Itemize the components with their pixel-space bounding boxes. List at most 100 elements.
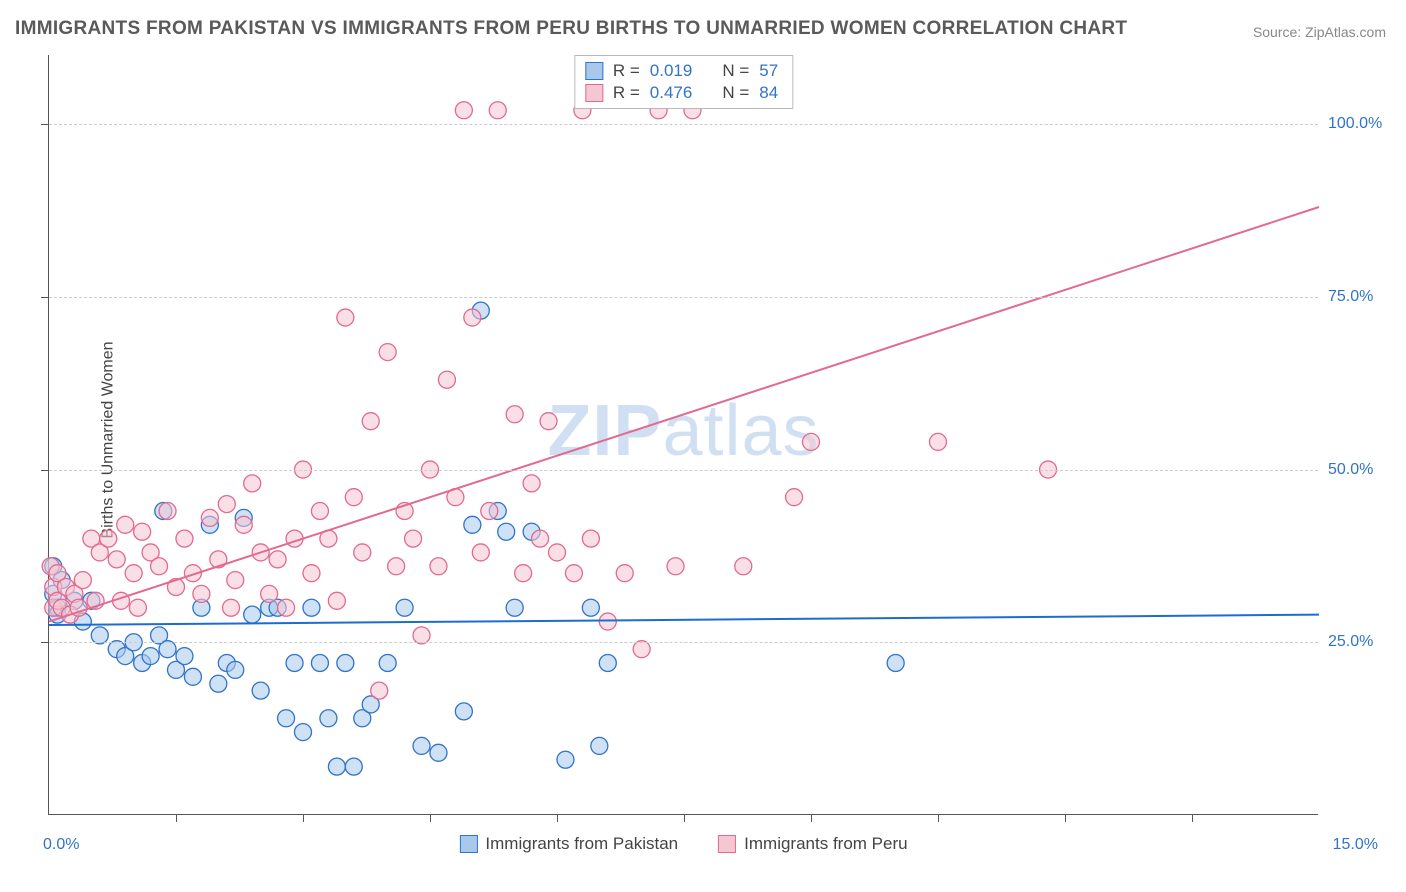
legend-swatch-blue bbox=[459, 835, 477, 853]
scatter-point-pakistan bbox=[599, 655, 616, 672]
legend-item-pakistan: Immigrants from Pakistan bbox=[459, 834, 678, 854]
scatter-point-peru bbox=[532, 530, 549, 547]
legend-n-value: 57 bbox=[759, 61, 778, 81]
scatter-point-peru bbox=[223, 599, 240, 616]
scatter-point-pakistan bbox=[252, 682, 269, 699]
scatter-point-pakistan bbox=[337, 655, 354, 672]
scatter-point-peru bbox=[786, 489, 803, 506]
scatter-point-peru bbox=[489, 102, 506, 119]
scatter-point-peru bbox=[735, 558, 752, 575]
scatter-point-peru bbox=[930, 433, 947, 450]
scatter-point-peru bbox=[345, 489, 362, 506]
scatter-point-pakistan bbox=[142, 648, 159, 665]
scatter-point-peru bbox=[129, 599, 146, 616]
scatter-point-pakistan bbox=[591, 737, 608, 754]
scatter-point-pakistan bbox=[311, 655, 328, 672]
legend-r-value: 0.019 bbox=[650, 61, 693, 81]
scatter-point-pakistan bbox=[557, 751, 574, 768]
scatter-point-peru bbox=[261, 585, 278, 602]
scatter-point-peru bbox=[464, 309, 481, 326]
legend-n-label: N = bbox=[722, 61, 749, 81]
scatter-point-pakistan bbox=[184, 668, 201, 685]
scatter-point-pakistan bbox=[345, 758, 362, 775]
scatter-point-pakistan bbox=[464, 516, 481, 533]
scatter-point-peru bbox=[481, 503, 498, 520]
legend-swatch-blue bbox=[585, 62, 603, 80]
y-tick-label: 75.0% bbox=[1328, 288, 1392, 306]
scatter-point-peru bbox=[117, 516, 134, 533]
scatter-point-peru bbox=[218, 496, 235, 513]
scatter-point-pakistan bbox=[430, 744, 447, 761]
legend-row-pakistan: R = 0.019 N = 57 bbox=[585, 60, 778, 82]
x-tick bbox=[557, 814, 558, 822]
scatter-point-peru bbox=[405, 530, 422, 547]
scatter-point-peru bbox=[337, 309, 354, 326]
scatter-point-peru bbox=[388, 558, 405, 575]
scatter-point-peru bbox=[582, 530, 599, 547]
scatter-point-peru bbox=[616, 565, 633, 582]
legend-label: Immigrants from Pakistan bbox=[485, 834, 678, 854]
y-tick bbox=[41, 642, 49, 643]
scatter-point-peru bbox=[371, 682, 388, 699]
correlation-legend: R = 0.019 N = 57 R = 0.476 N = 84 bbox=[574, 55, 793, 109]
y-tick-label: 25.0% bbox=[1328, 633, 1392, 651]
scatter-point-peru bbox=[201, 509, 218, 526]
scatter-point-pakistan bbox=[244, 606, 261, 623]
scatter-point-pakistan bbox=[176, 648, 193, 665]
legend-swatch-pink bbox=[585, 84, 603, 102]
y-tick bbox=[41, 124, 49, 125]
scatter-point-peru bbox=[472, 544, 489, 561]
scatter-point-peru bbox=[269, 551, 286, 568]
scatter-point-peru bbox=[455, 102, 472, 119]
scatter-point-pakistan bbox=[455, 703, 472, 720]
trend-line-pakistan bbox=[49, 615, 1319, 625]
scatter-point-peru bbox=[540, 413, 557, 430]
scatter-point-pakistan bbox=[286, 655, 303, 672]
scatter-point-peru bbox=[354, 544, 371, 561]
gridline bbox=[49, 297, 1318, 298]
y-tick-label: 50.0% bbox=[1328, 461, 1392, 479]
x-tick bbox=[811, 814, 812, 822]
legend-n-value: 84 bbox=[759, 83, 778, 103]
scatter-point-pakistan bbox=[320, 710, 337, 727]
gridline bbox=[49, 470, 1318, 471]
gridline bbox=[49, 642, 1318, 643]
legend-item-peru: Immigrants from Peru bbox=[718, 834, 907, 854]
legend-r-label: R = bbox=[613, 61, 640, 81]
scatter-point-peru bbox=[134, 523, 151, 540]
chart-title: IMMIGRANTS FROM PAKISTAN VS IMMIGRANTS F… bbox=[15, 18, 1127, 40]
scatter-point-pakistan bbox=[582, 599, 599, 616]
scatter-point-peru bbox=[278, 599, 295, 616]
scatter-point-pakistan bbox=[328, 758, 345, 775]
chart-plot-area: ZIPatlas R = 0.019 N = 57 R = 0.476 N = … bbox=[48, 55, 1318, 815]
legend-r-value: 0.476 bbox=[650, 83, 693, 103]
trend-line-peru bbox=[49, 207, 1319, 622]
y-tick-label: 100.0% bbox=[1328, 115, 1392, 133]
scatter-point-peru bbox=[362, 413, 379, 430]
scatter-point-pakistan bbox=[303, 599, 320, 616]
x-tick bbox=[1065, 814, 1066, 822]
scatter-point-peru bbox=[74, 572, 91, 589]
x-tick bbox=[1192, 814, 1193, 822]
scatter-point-pakistan bbox=[498, 523, 515, 540]
scatter-point-peru bbox=[328, 592, 345, 609]
source-attribution: Source: ZipAtlas.com bbox=[1253, 24, 1386, 40]
scatter-point-peru bbox=[549, 544, 566, 561]
scatter-point-peru bbox=[667, 558, 684, 575]
x-axis-min-label: 0.0% bbox=[43, 836, 79, 854]
legend-r-label: R = bbox=[613, 83, 640, 103]
scatter-point-peru bbox=[176, 530, 193, 547]
legend-label: Immigrants from Peru bbox=[744, 834, 907, 854]
scatter-point-peru bbox=[227, 572, 244, 589]
scatter-point-peru bbox=[565, 565, 582, 582]
chart-svg bbox=[49, 55, 1318, 814]
x-tick bbox=[176, 814, 177, 822]
scatter-point-peru bbox=[379, 344, 396, 361]
scatter-point-pakistan bbox=[295, 724, 312, 741]
scatter-point-peru bbox=[311, 503, 328, 520]
x-axis-max-label: 15.0% bbox=[1333, 836, 1378, 854]
legend-row-peru: R = 0.476 N = 84 bbox=[585, 82, 778, 104]
scatter-point-peru bbox=[515, 565, 532, 582]
scatter-point-peru bbox=[438, 371, 455, 388]
scatter-point-pakistan bbox=[887, 655, 904, 672]
